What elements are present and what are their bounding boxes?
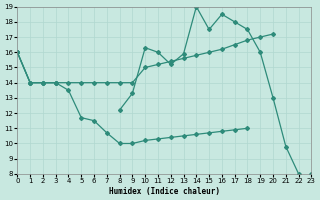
X-axis label: Humidex (Indice chaleur): Humidex (Indice chaleur): [109, 187, 220, 196]
